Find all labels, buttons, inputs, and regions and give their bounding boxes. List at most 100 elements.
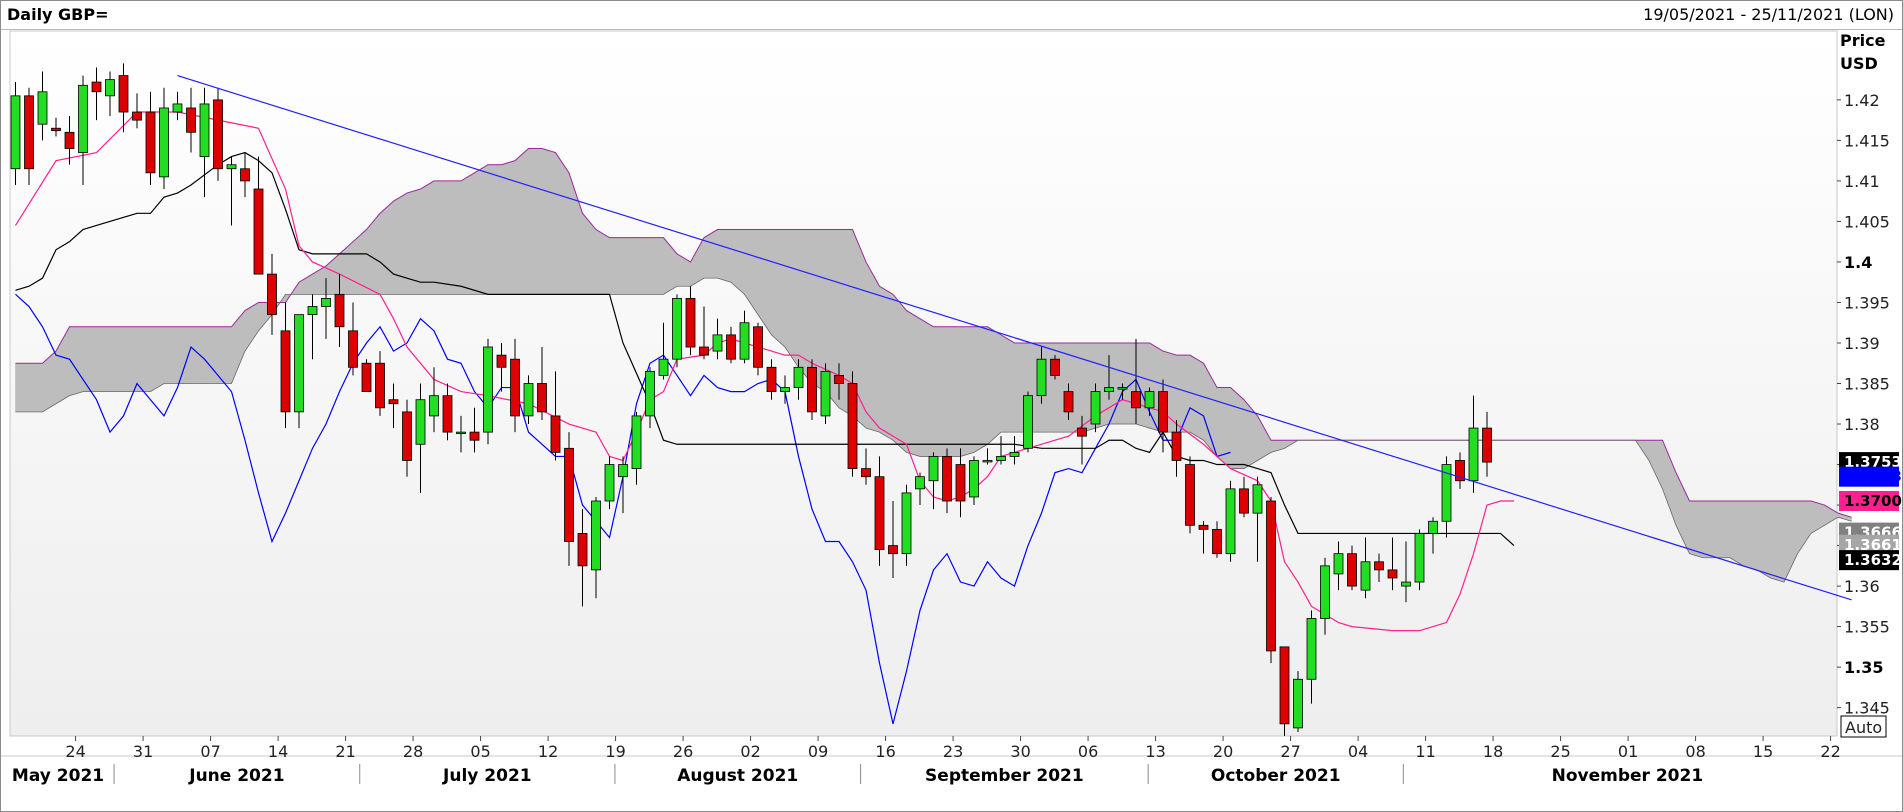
candle-body [685, 298, 696, 348]
candle-body [429, 395, 439, 417]
candle-body [1171, 431, 1182, 461]
candle-body [456, 431, 466, 435]
x-day-label: 27 [1280, 742, 1300, 761]
candle-body [982, 460, 993, 463]
x-day-label: 14 [268, 742, 288, 761]
cloud-segment [1729, 500, 1744, 567]
y-tick-label: 1.36 [1844, 577, 1880, 596]
cloud-segment [514, 147, 529, 295]
x-day-label: 02 [740, 742, 760, 761]
cloud-segment [892, 293, 907, 454]
candle-body [213, 99, 223, 170]
candle-body [321, 298, 331, 307]
candle-body [1023, 395, 1033, 449]
cloud-segment [15, 362, 30, 413]
candle-body [1131, 391, 1141, 409]
cloud-segment [150, 326, 165, 393]
candle-body [483, 346, 493, 433]
x-day-label: 06 [1078, 742, 1098, 761]
cloud-segment [771, 229, 786, 348]
candle-body [672, 298, 682, 360]
cloud-segment [474, 164, 489, 295]
price-tag-label: 1.3753 [1844, 468, 1902, 486]
candle-body [1414, 533, 1425, 583]
cloud-segment [1189, 354, 1204, 441]
candle-body [1158, 391, 1168, 433]
candle-body [37, 91, 48, 125]
cloud-segment [649, 237, 664, 295]
candle-body [591, 500, 601, 571]
cloud-segment [433, 180, 448, 295]
trendline[interactable] [177, 74, 1852, 601]
cloud-segment [136, 326, 151, 392]
candle-body [766, 366, 777, 393]
y-tick-label: 1.4 [1844, 253, 1872, 272]
cloud-segment [879, 285, 894, 441]
candle-body [1239, 488, 1249, 514]
cloud-segment [217, 326, 232, 384]
candle-body [1036, 358, 1047, 397]
candle-body [496, 354, 507, 368]
cloud-segment [96, 326, 111, 392]
cloud-segment [28, 362, 43, 413]
x-month-label: September 2021 [925, 766, 1084, 786]
cloud-segment [1756, 500, 1771, 579]
candle-body [996, 456, 1006, 461]
candle-body [402, 411, 412, 461]
x-month-label: May 2021 [12, 766, 104, 786]
candle-body [105, 79, 115, 97]
candle-body [1374, 561, 1384, 571]
cloud-segment [960, 326, 975, 457]
cloud-segment [379, 200, 394, 295]
x-day-label: 20 [1213, 742, 1233, 761]
candle-body [1387, 569, 1398, 579]
candle-body [861, 468, 871, 478]
x-day-label: 23 [943, 742, 963, 761]
x-day-label: 25 [1550, 742, 1570, 761]
cloud-segment [1770, 500, 1785, 583]
cloud-segment [609, 237, 624, 295]
cloud-segment [1000, 334, 1015, 433]
cloud-segment [1122, 342, 1137, 425]
candle-body [834, 374, 844, 384]
candle-body [1117, 387, 1128, 390]
trendline-group [177, 74, 1852, 601]
candle-body [537, 383, 547, 413]
candle-body [240, 168, 250, 182]
x-month-label: August 2021 [677, 766, 798, 786]
x-day-label: 07 [200, 742, 220, 761]
candle-body [739, 322, 750, 360]
x-axis: 24 31 07 14 21 28 05 12 19 26 02 09 16 23 30 06 13 20 27 04… [1, 736, 1902, 786]
y-tick-label: 1.345 [1844, 699, 1890, 718]
candle-body [820, 370, 831, 417]
candle-body [901, 492, 912, 555]
cloud-segment [946, 326, 961, 457]
candle-body [348, 330, 358, 368]
candle-body [1266, 500, 1276, 652]
y-tick-label: 1.35 [1844, 658, 1883, 677]
candle-body [1063, 391, 1074, 413]
candle-body [226, 164, 237, 170]
candle-body [253, 188, 264, 275]
price-tag-label: 1.3753 [1844, 453, 1902, 471]
cloud-segment [204, 326, 219, 384]
cloud-segment [1716, 500, 1731, 559]
candle-body [874, 476, 885, 551]
x-day-label: 28 [403, 742, 423, 761]
candle-body [1306, 618, 1317, 680]
price-tag-box [1839, 550, 1899, 571]
y-axis-label-price: Price [1840, 31, 1886, 50]
auto-scale-button[interactable]: Auto [1840, 715, 1887, 738]
candle-body [145, 111, 156, 174]
cloud-segment [906, 310, 921, 457]
candle-body [915, 476, 925, 490]
x-day-label: 01 [1618, 742, 1638, 761]
candle-body [469, 431, 480, 441]
candle-body [1090, 391, 1101, 425]
cloud-segment [798, 229, 813, 385]
y-tick-label: 1.415 [1844, 131, 1890, 150]
x-day-label: 16 [875, 742, 895, 761]
x-day-label: 08 [1685, 742, 1705, 761]
